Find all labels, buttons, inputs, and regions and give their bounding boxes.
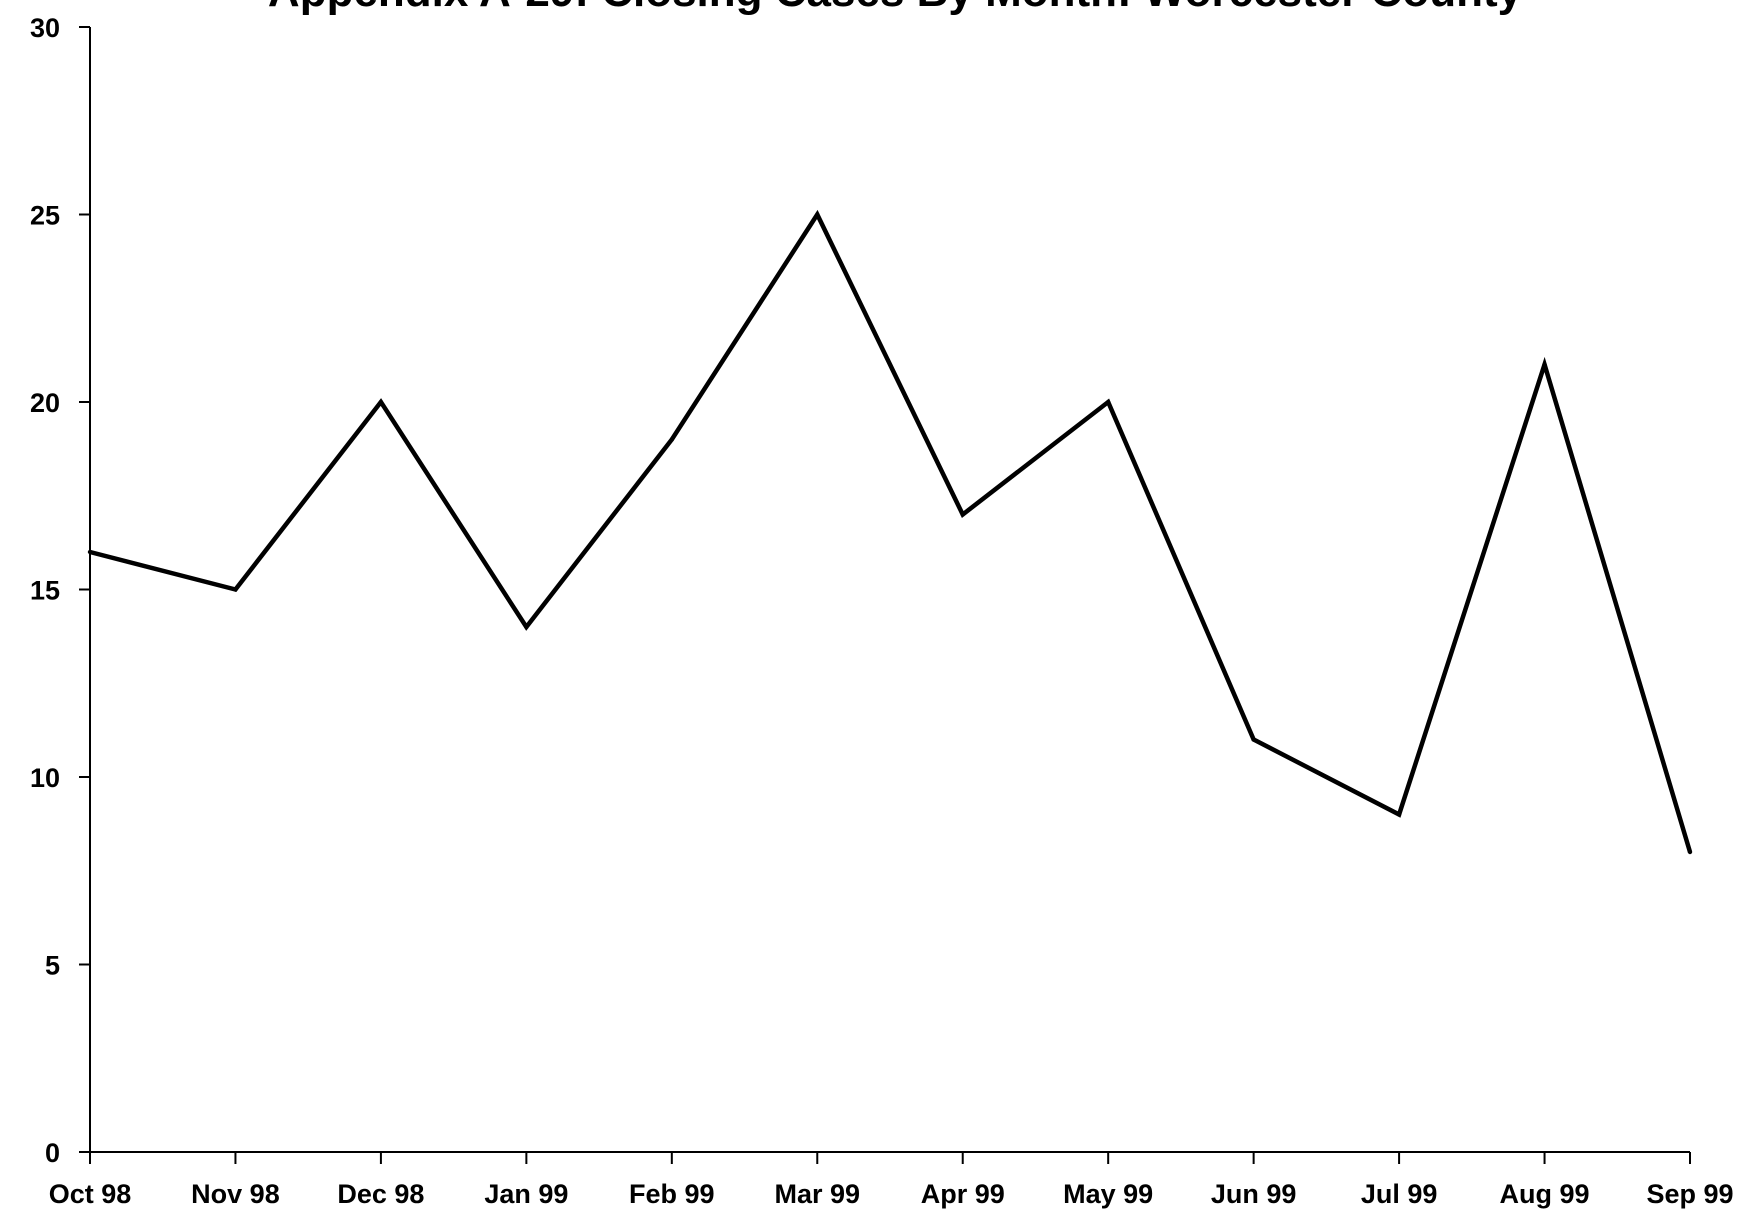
x-tick-label: Dec 98 (337, 1179, 424, 1209)
x-tick-label: Jun 99 (1211, 1179, 1297, 1209)
chart-title: Appendix A-29: Closing Cases By Month: W… (268, 0, 1523, 16)
series-line (89, 209, 1693, 853)
data-point (524, 624, 529, 630)
y-axis-ticks: 0 5 10 15 20 25 30 (30, 13, 90, 1168)
y-tick-label: 10 (30, 763, 60, 793)
x-tick-label: Jan 99 (484, 1179, 568, 1209)
y-tick-label: 20 (30, 388, 60, 418)
x-tick-label: Aug 99 (1500, 1179, 1590, 1209)
y-tick-label: 25 (30, 201, 60, 231)
data-point (960, 512, 965, 517)
x-tick-label: May 99 (1063, 1179, 1153, 1209)
data-point (233, 587, 238, 592)
y-tick-label: 5 (45, 951, 60, 981)
data-point (1687, 849, 1693, 855)
data-point (1105, 399, 1111, 405)
x-tick-label: Nov 98 (191, 1179, 280, 1209)
x-tick-label: Jul 99 (1361, 1179, 1438, 1209)
x-tick-label: Feb 99 (629, 1179, 715, 1209)
y-tick-label: 15 (30, 576, 60, 606)
y-tick-label: 30 (30, 13, 60, 43)
data-point (378, 399, 384, 405)
data-point (1542, 362, 1547, 367)
data-point (669, 437, 675, 442)
data-point (815, 212, 820, 217)
x-tick-label: Sep 99 (1646, 1179, 1733, 1209)
x-tick-label: Apr 99 (921, 1179, 1005, 1209)
data-point (87, 549, 93, 555)
x-axis-ticks: Oct 98 Nov 98 Dec 98 Jan 99 Feb 99 Mar 99 Apr … (49, 1152, 1734, 1209)
x-tick-label: Oct 98 (49, 1179, 132, 1209)
y-tick-label: 0 (45, 1138, 60, 1168)
series-group (87, 209, 1693, 855)
x-tick-label: Mar 99 (774, 1179, 860, 1209)
data-point (1251, 737, 1256, 742)
data-point (1396, 812, 1402, 817)
